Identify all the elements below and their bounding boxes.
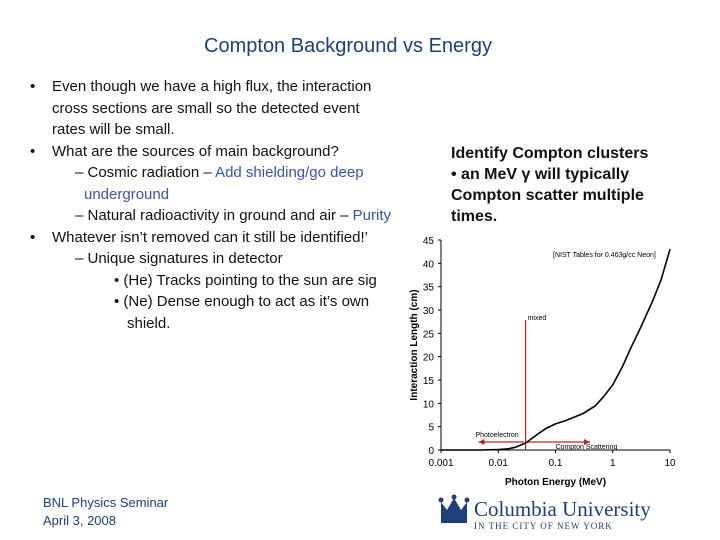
sub-sub-bullet-text: shield. [127,314,171,332]
footer-date: April 3, 2008 [43,513,116,528]
logo-tagline: IN THE CITY OF NEW YORK [474,521,613,531]
photoelectron-label: Photoelectron [475,432,518,439]
y-tick-label: 20 [423,353,435,364]
data-point [537,433,539,435]
columbia-logo: Columbia University IN THE CITY OF NEW Y… [438,494,651,531]
data-point [639,328,641,330]
bullet-text: Even though we have a high flux, the int… [52,78,372,95]
y-tick-label: 5 [428,423,434,434]
sub-bullet-radioactivity: – Natural radioactivity in ground and ai… [75,205,391,227]
x-tick-label: 1 [610,458,616,469]
data-point [582,413,584,415]
sub-sub-bullet-text: • (He) Tracks pointing to the sun are si… [114,271,377,289]
data-point [497,449,499,451]
data-point [622,365,624,367]
bullet-text: What are the sources of main background? [52,142,339,160]
footer: BNL Physics Seminar April 3, 2008 [43,494,168,530]
note-line: Compton scatter multiple [451,187,644,204]
data-point [524,442,527,444]
sub-bullet-cosmic: – Cosmic radiation – Add shielding/go de… [75,162,364,184]
data-point [629,349,631,351]
data-point [507,448,509,450]
crown-icon [438,494,470,523]
slide-title: Compton Background vs Energy [204,35,492,57]
compton-note: Identify Compton clusters • an MeV γ wil… [451,143,648,227]
y-tick-label: 30 [423,306,435,317]
x-tick-label: 10 [664,458,676,469]
data-point [572,417,574,419]
sub-bullet-text: – Cosmic radiation – [75,164,216,181]
bullet-text: Whatever isn’t removed can it still be i… [52,228,368,246]
y-tick-label: 0 [428,446,434,457]
data-point [594,405,597,407]
bullet-mark: • [30,78,36,95]
interaction-length-chart: 0 5 10 15 20 25 30 35 40 45 0.001 0.01 0.1 1 10 Photon … [409,236,676,488]
photoelectron-arrowhead [478,439,485,445]
x-tick-label: 0.001 [428,458,453,469]
data-point [660,279,662,281]
y-tick-label: 35 [423,283,435,294]
data-point [514,446,517,448]
data-point [669,248,671,250]
data-point [564,420,567,422]
footer-event: BNL Physics Seminar [43,495,169,510]
x-tick-label: 0.01 [489,458,509,469]
data-point [440,449,442,451]
data-point [652,300,654,302]
interaction-length-line [441,249,671,451]
data-point [612,384,614,386]
y-axis-title: Interaction Length (cm) [409,289,420,400]
x-tick-label: 0.1 [549,458,563,469]
y-tick-label: 45 [423,236,435,247]
sub-bullet-accent: Purity [352,207,391,224]
y-tick-label: 15 [423,376,435,387]
bullet-mark: • [30,228,36,246]
sub-bullet-text: – Unique signatures in detector [75,250,283,267]
sub-bullet-accent: Add shielding/go deep [215,164,364,181]
sub-bullet-accent: underground [84,185,170,203]
compton-arrowhead [583,439,590,445]
data-point [554,423,557,425]
sub-sub-bullet-text: • (Ne) Dense enough to act as it’s own [114,293,370,310]
bullet-mark: • [30,142,36,160]
mixed-label: mixed [528,315,547,322]
y-tick-label: 40 [423,259,435,270]
compton-label: Compton Scattering [556,444,618,451]
note-line: times. [451,208,498,225]
x-axis-title: Photon Energy (MeV) [505,477,606,488]
data-point [480,449,482,451]
bullet-list: • Even though we have a high flux, the i… [30,76,415,336]
y-tick-label: 25 [423,329,435,340]
data-point [532,437,534,439]
y-tick-label: 10 [423,399,435,410]
note-line: Identify Compton clusters [451,145,649,162]
note-line: • an MeV γ will typically [451,166,630,183]
data-point [546,427,548,429]
logo-name: Columbia University [474,497,651,521]
sub-bullet-text: – Natural radioactivity in ground and ai… [75,207,353,224]
bullet-text: cross sections are small so the detected… [52,99,360,117]
bullet-text: rates will be small. [52,121,175,138]
data-point [603,395,605,397]
chart-legend: [NIST Tables for 0.463g/cc Neon] [553,252,656,259]
